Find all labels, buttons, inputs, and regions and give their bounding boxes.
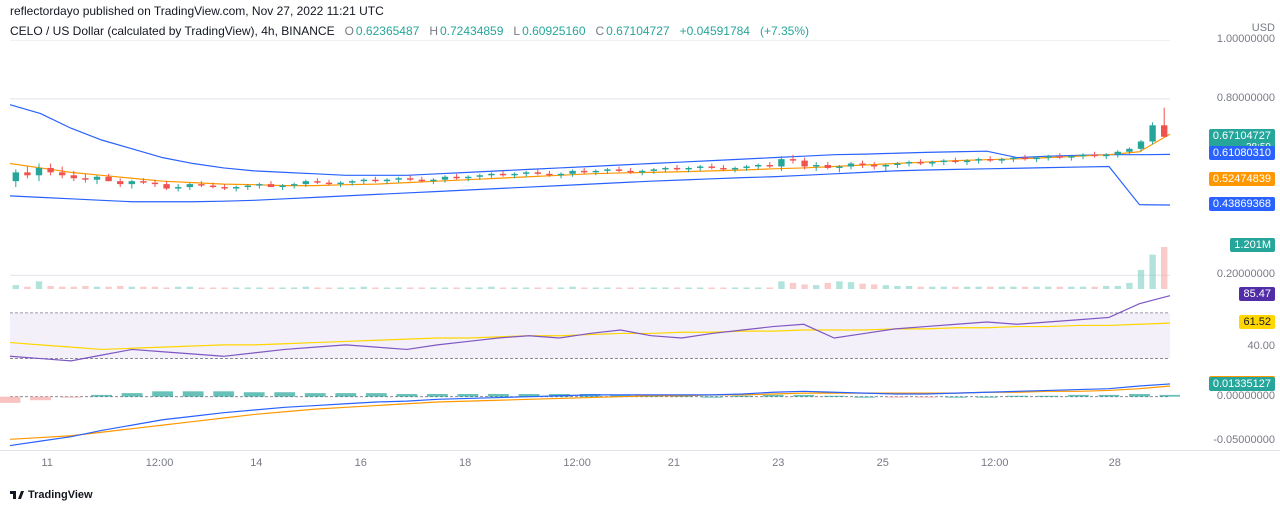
rsi-badge: 85.47 [1239, 287, 1275, 301]
ohlc-low: L0.60925160 [513, 24, 585, 38]
ohlc-high: H0.72434859 [429, 24, 503, 38]
price-chart-svg [0, 40, 1180, 290]
symbol-name: CELO / US Dollar (calculated by TradingV… [10, 24, 335, 38]
rsi-ytick: 40.00 [1247, 340, 1275, 352]
macd-ytick: 0.00000000 [1217, 390, 1275, 402]
x-axis-panel: 11 12:00 14 16 18 12:00 21 23 25 12:00 28 [0, 450, 1280, 480]
ohlc-bar: CELO / US Dollar (calculated by TradingV… [0, 22, 1280, 40]
x-tick: 21 [668, 457, 680, 469]
rsi-panel[interactable]: 40.00 85.47 61.52 [0, 290, 1280, 370]
x-tick: 28 [1109, 457, 1121, 469]
x-tick: 11 [41, 457, 52, 469]
footer-brand: TradingView [10, 488, 93, 502]
ohlc-change-pct: (+7.35%) [760, 24, 809, 38]
macd-chart-svg [0, 370, 1180, 450]
price-badge: 0.61080310 [1209, 146, 1275, 160]
publish-header: reflectordayo published on TradingView.c… [0, 0, 1280, 22]
price-y-labels: 0.200000000.800000001.000000000.67104727… [1195, 40, 1275, 290]
rsi-y-labels: 40.00 85.47 61.52 [1195, 290, 1275, 370]
macd-y-labels: -0.050000000.000000000.014328700.0133512… [1195, 370, 1275, 450]
x-tick: 23 [772, 457, 784, 469]
price-badge: 1.201M [1230, 238, 1275, 252]
x-tick: 14 [250, 457, 262, 469]
tradingview-logo-icon [10, 488, 24, 502]
x-tick: 18 [459, 457, 471, 469]
price-ytick: 1.00000000 [1217, 33, 1275, 45]
x-tick: 16 [355, 457, 367, 469]
rsi-chart-svg [0, 290, 1180, 370]
macd-ytick: -0.05000000 [1213, 434, 1275, 446]
ohlc-open: O0.62365487 [345, 24, 420, 38]
x-tick: 25 [877, 457, 889, 469]
price-ytick: 0.80000000 [1217, 92, 1275, 104]
rsi-badge: 61.52 [1239, 315, 1275, 329]
macd-badge: 0.01335127 [1209, 377, 1275, 391]
x-tick: 12:00 [981, 457, 1009, 469]
ohlc-close: C0.67104727 [596, 24, 670, 38]
macd-panel[interactable]: -0.050000000.000000000.014328700.0133512… [0, 370, 1280, 450]
x-tick: 12:00 [146, 457, 174, 469]
price-badge: 0.52474839 [1209, 172, 1275, 186]
price-badge: 0.43869368 [1209, 197, 1275, 211]
x-tick: 12:00 [563, 457, 591, 469]
ohlc-change: +0.04591784 [680, 24, 750, 38]
price-chart-panel[interactable]: USD 0.200000000.800000001.000000000.6710… [0, 40, 1280, 290]
price-ytick: 0.20000000 [1217, 268, 1275, 280]
